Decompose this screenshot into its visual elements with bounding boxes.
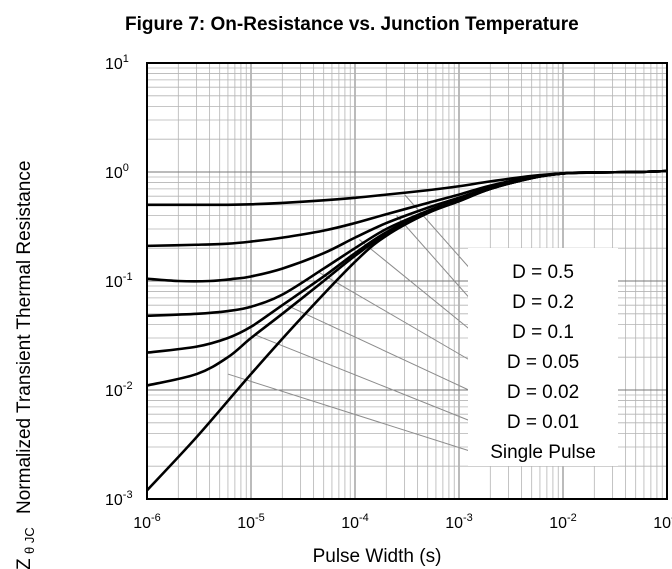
plot-frame [146, 62, 668, 500]
legend-entry: Single Pulse [490, 442, 596, 463]
legend-entry: D = 0.01 [507, 412, 579, 433]
y-tick-label: 101 [105, 53, 129, 73]
y-tick-label: 10-1 [105, 271, 133, 291]
y-axis-label-symbol: Z [14, 558, 35, 569]
legend-entry: D = 0.1 [512, 322, 574, 343]
x-tick-labels: 10-6 10-5 10-4 10-3 10-2 10-1 [133, 512, 672, 532]
leader-line [227, 373, 474, 453]
x-tick-label: 10-4 [341, 512, 369, 532]
leader-line [255, 334, 474, 423]
y-axis-label-subscript: θ JC [22, 527, 37, 554]
leader-line [396, 215, 474, 303]
leader-line [358, 239, 474, 333]
y-tick-label: 100 [105, 162, 129, 182]
x-tick-label: 10-2 [549, 512, 577, 532]
legend-entry: D = 0.5 [512, 262, 574, 283]
legend-leader-lines [227, 194, 474, 453]
y-tick-labels: 10-3 10-2 10-1 100 101 [105, 53, 133, 509]
x-tick-label: 10-3 [445, 512, 473, 532]
x-tick-label: 10-5 [237, 512, 265, 532]
legend: D = 0.5 D = 0.2 D = 0.1 D = 0.05 D = 0.02 D =… [490, 262, 596, 463]
curves [146, 169, 668, 492]
y-tick-label: 10-3 [105, 489, 133, 509]
y-axis-label: Normalized Transient Thermal Resistance [14, 161, 35, 514]
x-tick-label: 10-6 [133, 512, 161, 532]
leader-line [318, 271, 474, 363]
x-tick-label: 10-1 [653, 512, 672, 532]
y-axis-label-group: Z θ JC Normalized Transient Thermal Resi… [14, 161, 37, 569]
legend-entry: D = 0.02 [507, 382, 579, 403]
leader-line [404, 194, 474, 273]
x-axis-label: Pulse Width (s) [313, 546, 442, 567]
legend-entry: D = 0.2 [512, 292, 574, 313]
legend-box [468, 248, 618, 466]
curve-single-pulse [146, 169, 668, 492]
leader-line [286, 304, 474, 393]
legend-entry: D = 0.05 [507, 352, 579, 373]
y-tick-label: 10-2 [105, 380, 133, 400]
chart-title: Figure 7: On-Resistance vs. Junction Tem… [125, 14, 579, 35]
